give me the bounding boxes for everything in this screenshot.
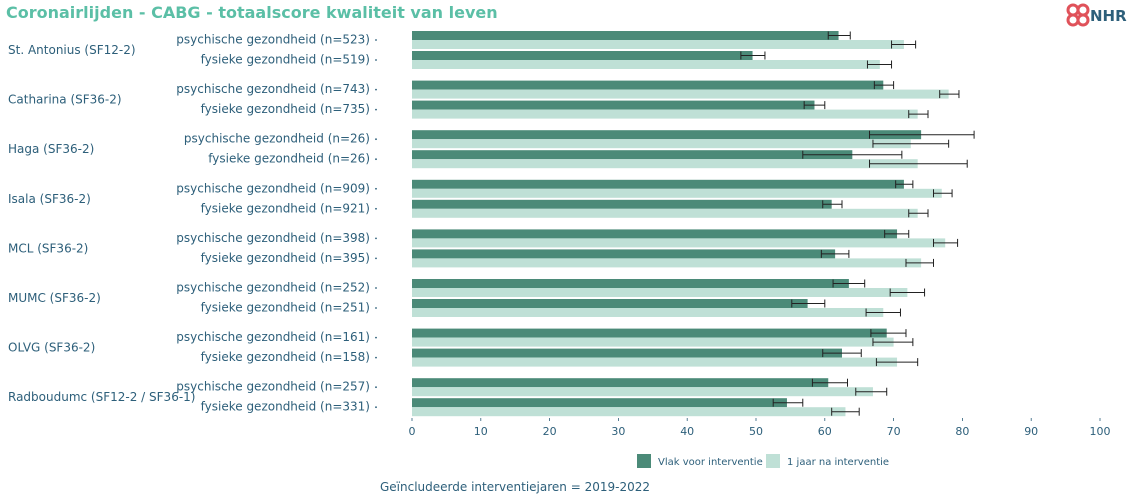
legend-swatch-before	[637, 454, 651, 468]
x-tick-label: 70	[887, 425, 901, 438]
bar-before	[412, 229, 898, 239]
bar-after	[412, 258, 922, 268]
row-label: fysieke gezondheid (n=26)	[208, 152, 370, 166]
bar-after	[412, 60, 880, 69]
hospital-label: OLVG (SF36-2)	[8, 341, 95, 355]
row-tick-mark	[375, 59, 377, 61]
bar-before	[412, 199, 832, 209]
bar-after	[412, 387, 873, 397]
bar-before	[412, 299, 808, 308]
bar-before	[412, 328, 887, 338]
bar-after	[412, 407, 846, 417]
nhr-heart-icon	[1066, 3, 1090, 27]
legend-label-after: 1 jaar na interventie	[787, 457, 889, 468]
row-label: fysieke gezondheid (n=331)	[201, 400, 370, 414]
nhr-logo: NHR	[1066, 3, 1127, 27]
row-tick-mark	[375, 187, 377, 190]
row-label: psychische gezondheid (n=26)	[184, 132, 370, 146]
bar-after	[412, 238, 946, 248]
bar-after	[412, 139, 911, 149]
hospital-label: Haga (SF36-2)	[8, 142, 94, 156]
bar-after	[412, 208, 918, 218]
bar-before	[412, 100, 815, 110]
hospital-label: Radboudumc (SF12-2 / SF36-1)	[8, 390, 195, 404]
bar-before	[412, 378, 829, 388]
x-tick-label: 40	[680, 425, 694, 438]
row-label: psychische gezondheid (n=161)	[176, 330, 370, 344]
bar-after	[412, 159, 918, 169]
bar-before	[412, 31, 839, 40]
row-label: psychische gezondheid (n=743)	[176, 82, 370, 96]
row-label: fysieke gezondheid (n=519)	[201, 53, 370, 67]
row-label: psychische gezondheid (n=252)	[176, 281, 370, 295]
legend-label-before: Vlak voor interventie	[658, 457, 763, 468]
hospital-label: MUMC (SF36-2)	[8, 291, 101, 305]
x-tick-label: 100	[1090, 425, 1111, 438]
bar-before	[412, 348, 842, 358]
row-tick-mark	[375, 158, 377, 161]
row-tick-mark	[375, 386, 377, 389]
bar-before	[412, 51, 753, 60]
row-tick-mark	[375, 88, 377, 91]
x-tick-label: 10	[474, 425, 488, 438]
bar-before	[412, 179, 904, 189]
bar-after	[412, 188, 942, 198]
bar-after	[412, 109, 918, 119]
row-label: fysieke gezondheid (n=395)	[201, 251, 370, 265]
hospital-label: Catharina (SF36-2)	[8, 93, 122, 107]
logo-text: NHR	[1090, 7, 1127, 25]
row-label: fysieke gezondheid (n=251)	[201, 301, 370, 315]
bar-before	[412, 249, 836, 259]
row-tick-mark	[375, 356, 377, 359]
hospital-label: MCL (SF36-2)	[8, 241, 88, 255]
chart-title: Coronairlijden - CABG - totaalscore kwal…	[6, 3, 498, 22]
bar-after	[412, 308, 884, 317]
row-tick-mark	[375, 39, 377, 41]
x-tick-label: 0	[409, 425, 416, 438]
bar-before	[412, 80, 884, 90]
row-label: psychische gezondheid (n=523)	[176, 33, 370, 47]
row-tick-mark	[375, 406, 377, 409]
x-tick-label: 20	[543, 425, 557, 438]
bar-after	[412, 337, 894, 347]
row-tick-mark	[375, 336, 377, 339]
bar-before	[412, 398, 787, 408]
bar-before	[412, 279, 849, 288]
row-tick-mark	[375, 257, 377, 260]
row-label: psychische gezondheid (n=398)	[176, 231, 370, 245]
bar-before	[412, 150, 853, 160]
row-label: fysieke gezondheid (n=735)	[201, 102, 370, 116]
bar-chart: St. Antonius (SF12-2) psychische gezondhe…	[8, 31, 1111, 468]
row-tick-mark	[375, 237, 377, 240]
row-tick-mark	[375, 207, 377, 210]
legend-swatch-after	[766, 454, 780, 468]
bar-after	[412, 357, 898, 367]
row-label: psychische gezondheid (n=909)	[176, 181, 370, 195]
hospital-label: St. Antonius (SF12-2)	[8, 43, 136, 57]
row-tick-mark	[375, 307, 377, 309]
bar-after	[412, 89, 949, 99]
x-tick-label: 50	[749, 425, 763, 438]
row-label: fysieke gezondheid (n=921)	[201, 201, 370, 215]
row-label: psychische gezondheid (n=257)	[176, 380, 370, 394]
bar-before	[412, 130, 922, 140]
x-tick-label: 90	[1024, 425, 1038, 438]
footer-note: Geïncludeerde interventiejaren = 2019-20…	[380, 480, 650, 494]
bar-after	[412, 40, 904, 49]
bar-after	[412, 288, 908, 297]
row-tick-mark	[375, 287, 377, 289]
x-tick-label: 30	[611, 425, 625, 438]
x-tick-label: 80	[955, 425, 969, 438]
row-tick-mark	[375, 138, 377, 141]
row-label: fysieke gezondheid (n=158)	[201, 350, 370, 364]
x-tick-label: 60	[818, 425, 832, 438]
row-tick-mark	[375, 108, 377, 111]
hospital-label: Isala (SF36-2)	[8, 192, 91, 206]
